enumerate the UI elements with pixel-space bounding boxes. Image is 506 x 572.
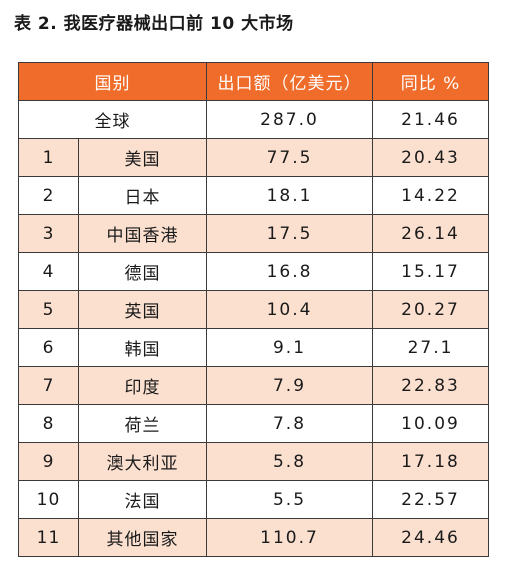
country-cell: 法国 bbox=[78, 480, 207, 519]
yoy-cell: 24.46 bbox=[372, 518, 489, 557]
export-cell: 9.1 bbox=[206, 328, 373, 367]
table-row: 5 英国 10.4 20.27 bbox=[18, 290, 489, 329]
export-cell: 10.4 bbox=[206, 290, 373, 329]
export-cell: 7.8 bbox=[206, 404, 373, 443]
yoy-cell: 14.22 bbox=[372, 176, 489, 215]
country-cell: 中国香港 bbox=[78, 214, 207, 253]
table-row: 10 法国 5.5 22.57 bbox=[18, 480, 489, 519]
total-row: 全球 287.0 21.46 bbox=[18, 100, 489, 139]
table-row: 11 其他国家 110.7 24.46 bbox=[18, 518, 489, 557]
table-row: 4 德国 16.8 15.17 bbox=[18, 252, 489, 291]
export-cell: 17.5 bbox=[206, 214, 373, 253]
table-row: 9 澳大利亚 5.8 17.18 bbox=[18, 442, 489, 481]
total-export: 287.0 bbox=[206, 100, 373, 139]
rank-cell: 8 bbox=[18, 404, 79, 443]
export-cell: 77.5 bbox=[206, 138, 373, 177]
country-cell: 澳大利亚 bbox=[78, 442, 207, 481]
table-row: 8 荷兰 7.8 10.09 bbox=[18, 404, 489, 443]
table-row: 3 中国香港 17.5 26.14 bbox=[18, 214, 489, 253]
rank-cell: 9 bbox=[18, 442, 79, 481]
rank-cell: 2 bbox=[18, 176, 79, 215]
yoy-cell: 22.57 bbox=[372, 480, 489, 519]
export-cell: 5.8 bbox=[206, 442, 373, 481]
table-row: 7 印度 7.9 22.83 bbox=[18, 366, 489, 405]
table-row: 2 日本 18.1 14.22 bbox=[18, 176, 489, 215]
country-cell: 荷兰 bbox=[78, 404, 207, 443]
rank-cell: 4 bbox=[18, 252, 79, 291]
yoy-cell: 10.09 bbox=[372, 404, 489, 443]
export-cell: 7.9 bbox=[206, 366, 373, 405]
rank-cell: 6 bbox=[18, 328, 79, 367]
rank-cell: 10 bbox=[18, 480, 79, 519]
rank-cell: 11 bbox=[18, 518, 79, 557]
total-label: 全球 bbox=[18, 100, 207, 139]
export-cell: 5.5 bbox=[206, 480, 373, 519]
table-row: 6 韩国 9.1 27.1 bbox=[18, 328, 489, 367]
yoy-cell: 27.1 bbox=[372, 328, 489, 367]
header-country: 国别 bbox=[18, 62, 207, 101]
rank-cell: 5 bbox=[18, 290, 79, 329]
yoy-cell: 26.14 bbox=[372, 214, 489, 253]
yoy-cell: 22.83 bbox=[372, 366, 489, 405]
country-cell: 美国 bbox=[78, 138, 207, 177]
total-yoy: 21.46 bbox=[372, 100, 489, 139]
rank-cell: 1 bbox=[18, 138, 79, 177]
export-cell: 110.7 bbox=[206, 518, 373, 557]
export-cell: 18.1 bbox=[206, 176, 373, 215]
country-cell: 德国 bbox=[78, 252, 207, 291]
yoy-cell: 17.18 bbox=[372, 442, 489, 481]
rank-cell: 3 bbox=[18, 214, 79, 253]
country-cell: 英国 bbox=[78, 290, 207, 329]
table-row: 1 美国 77.5 20.43 bbox=[18, 138, 489, 177]
table-caption: 表 2. 我医疗器械出口前 10 大市场 bbox=[14, 14, 294, 34]
country-cell: 韩国 bbox=[78, 328, 207, 367]
rank-cell: 7 bbox=[18, 366, 79, 405]
country-cell: 其他国家 bbox=[78, 518, 207, 557]
header-yoy: 同比 % bbox=[372, 62, 489, 101]
export-markets-table: 国别 出口额（亿美元） 同比 % 全球 287.0 21.46 1 美国 77.… bbox=[18, 62, 489, 557]
country-cell: 日本 bbox=[78, 176, 207, 215]
country-cell: 印度 bbox=[78, 366, 207, 405]
export-cell: 16.8 bbox=[206, 252, 373, 291]
header-export: 出口额（亿美元） bbox=[206, 62, 373, 101]
yoy-cell: 15.17 bbox=[372, 252, 489, 291]
header-row: 国别 出口额（亿美元） 同比 % bbox=[18, 62, 489, 101]
yoy-cell: 20.27 bbox=[372, 290, 489, 329]
yoy-cell: 20.43 bbox=[372, 138, 489, 177]
